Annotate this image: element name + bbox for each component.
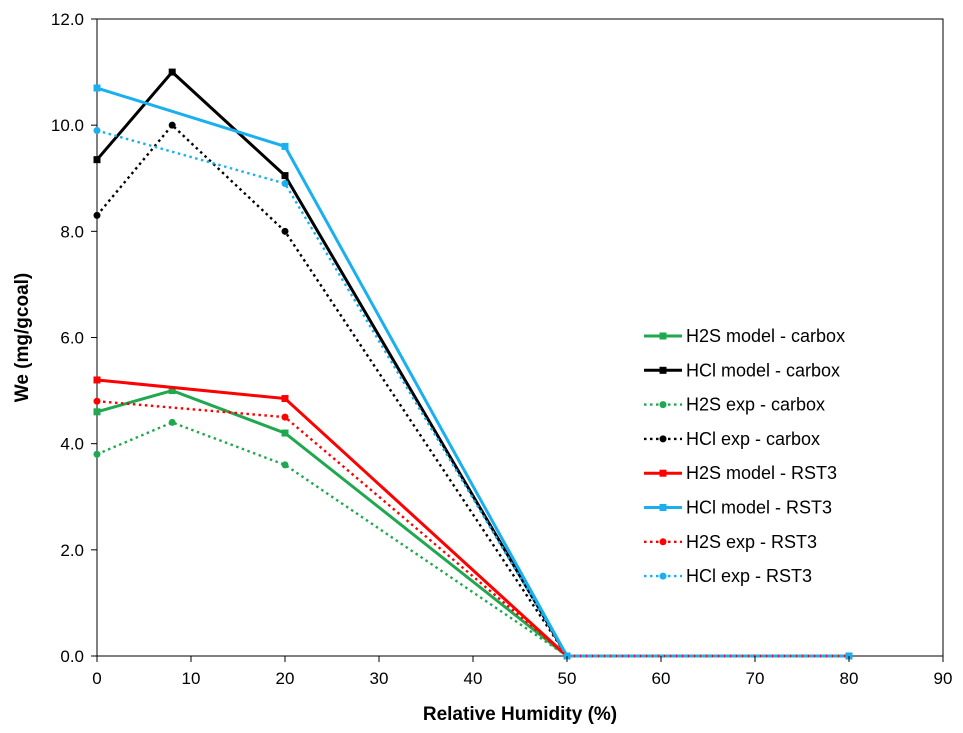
data-point xyxy=(93,84,101,92)
legend-item: HCl model - RST3 xyxy=(644,498,832,518)
data-point xyxy=(168,68,176,76)
y-tick-label: 10.0 xyxy=(51,116,84,135)
legend-label: HCl exp - RST3 xyxy=(686,566,812,586)
series-line xyxy=(96,86,849,658)
y-tick-label: 8.0 xyxy=(60,222,84,241)
x-tick-label: 80 xyxy=(840,669,859,688)
legend-swatch-marker xyxy=(659,504,667,511)
legend-label: HCl model - carbox xyxy=(686,360,840,380)
legend-swatch-marker xyxy=(659,572,667,580)
data-point xyxy=(93,156,101,164)
legend-swatch-marker xyxy=(659,332,667,340)
series-line xyxy=(96,400,849,658)
y-tick-label: 2.0 xyxy=(60,541,84,560)
y-axis-title: We (mg/gcoal) xyxy=(12,273,33,403)
x-tick-label: 70 xyxy=(746,669,765,688)
data-point xyxy=(168,418,176,426)
legend-item: HCl model - carbox xyxy=(644,360,840,380)
y-tick-label: 12.0 xyxy=(51,10,84,29)
legend-swatch-marker xyxy=(659,538,667,546)
x-axis-title: Relative Humidity (%) xyxy=(423,704,617,725)
x-tick-label: 20 xyxy=(276,669,295,688)
legend-label: H2S model - RST3 xyxy=(686,463,837,483)
legend-label: HCl model - RST3 xyxy=(686,498,832,518)
series-hcl-exp-rst3 xyxy=(93,126,853,660)
x-tick-label: 0 xyxy=(92,669,101,688)
data-point xyxy=(281,413,289,421)
legend: H2S model - carbox HCl model - carbox H2S … xyxy=(644,326,845,586)
y-tick-label: 0.0 xyxy=(60,647,84,666)
legend-swatch-marker xyxy=(659,469,667,477)
legend-item: H2S exp - carbox xyxy=(644,395,825,415)
data-point xyxy=(281,395,289,403)
x-tick-label: 10 xyxy=(182,669,201,688)
x-tick-label: 40 xyxy=(464,669,483,688)
data-point xyxy=(93,211,101,219)
legend-item: HCl exp - carbox xyxy=(644,429,820,449)
data-point xyxy=(168,121,176,129)
y-tick-label: 4.0 xyxy=(60,435,84,454)
data-point xyxy=(168,387,176,395)
legend-label: H2S exp - RST3 xyxy=(686,532,817,552)
data-point xyxy=(281,461,289,469)
x-tick-label: 60 xyxy=(652,669,671,688)
legend-item: H2S exp - RST3 xyxy=(644,532,817,552)
data-point xyxy=(281,172,289,180)
data-point xyxy=(93,397,101,405)
data-point xyxy=(93,450,101,458)
y-tick-label: 6.0 xyxy=(60,329,84,348)
data-point xyxy=(93,376,101,384)
data-point xyxy=(93,408,101,416)
axes-layer: 0 10 20 30 40 50 60 70 80 90 0.0 2.0 4.0 6.0 8.0 10.0 12… xyxy=(51,10,953,688)
legend-item: H2S model - carbox xyxy=(644,326,845,346)
data-point xyxy=(281,142,289,150)
legend-label: H2S model - carbox xyxy=(686,326,845,346)
series-line xyxy=(96,129,849,658)
legend-swatch-marker xyxy=(659,435,667,443)
legend-label: HCl exp - carbox xyxy=(686,429,820,449)
data-point xyxy=(281,180,289,188)
data-point xyxy=(93,126,101,134)
legend-item: H2S model - RST3 xyxy=(644,463,837,483)
legend-item: HCl exp - RST3 xyxy=(644,566,812,586)
data-point xyxy=(281,429,289,437)
legend-swatch-marker xyxy=(659,366,667,374)
x-tick-label: 30 xyxy=(370,669,389,688)
legend-label: H2S exp - carbox xyxy=(686,395,825,415)
data-point xyxy=(281,227,289,235)
x-tick-label: 90 xyxy=(934,669,953,688)
legend-swatch-marker xyxy=(659,401,667,409)
x-tick-label: 50 xyxy=(558,669,577,688)
